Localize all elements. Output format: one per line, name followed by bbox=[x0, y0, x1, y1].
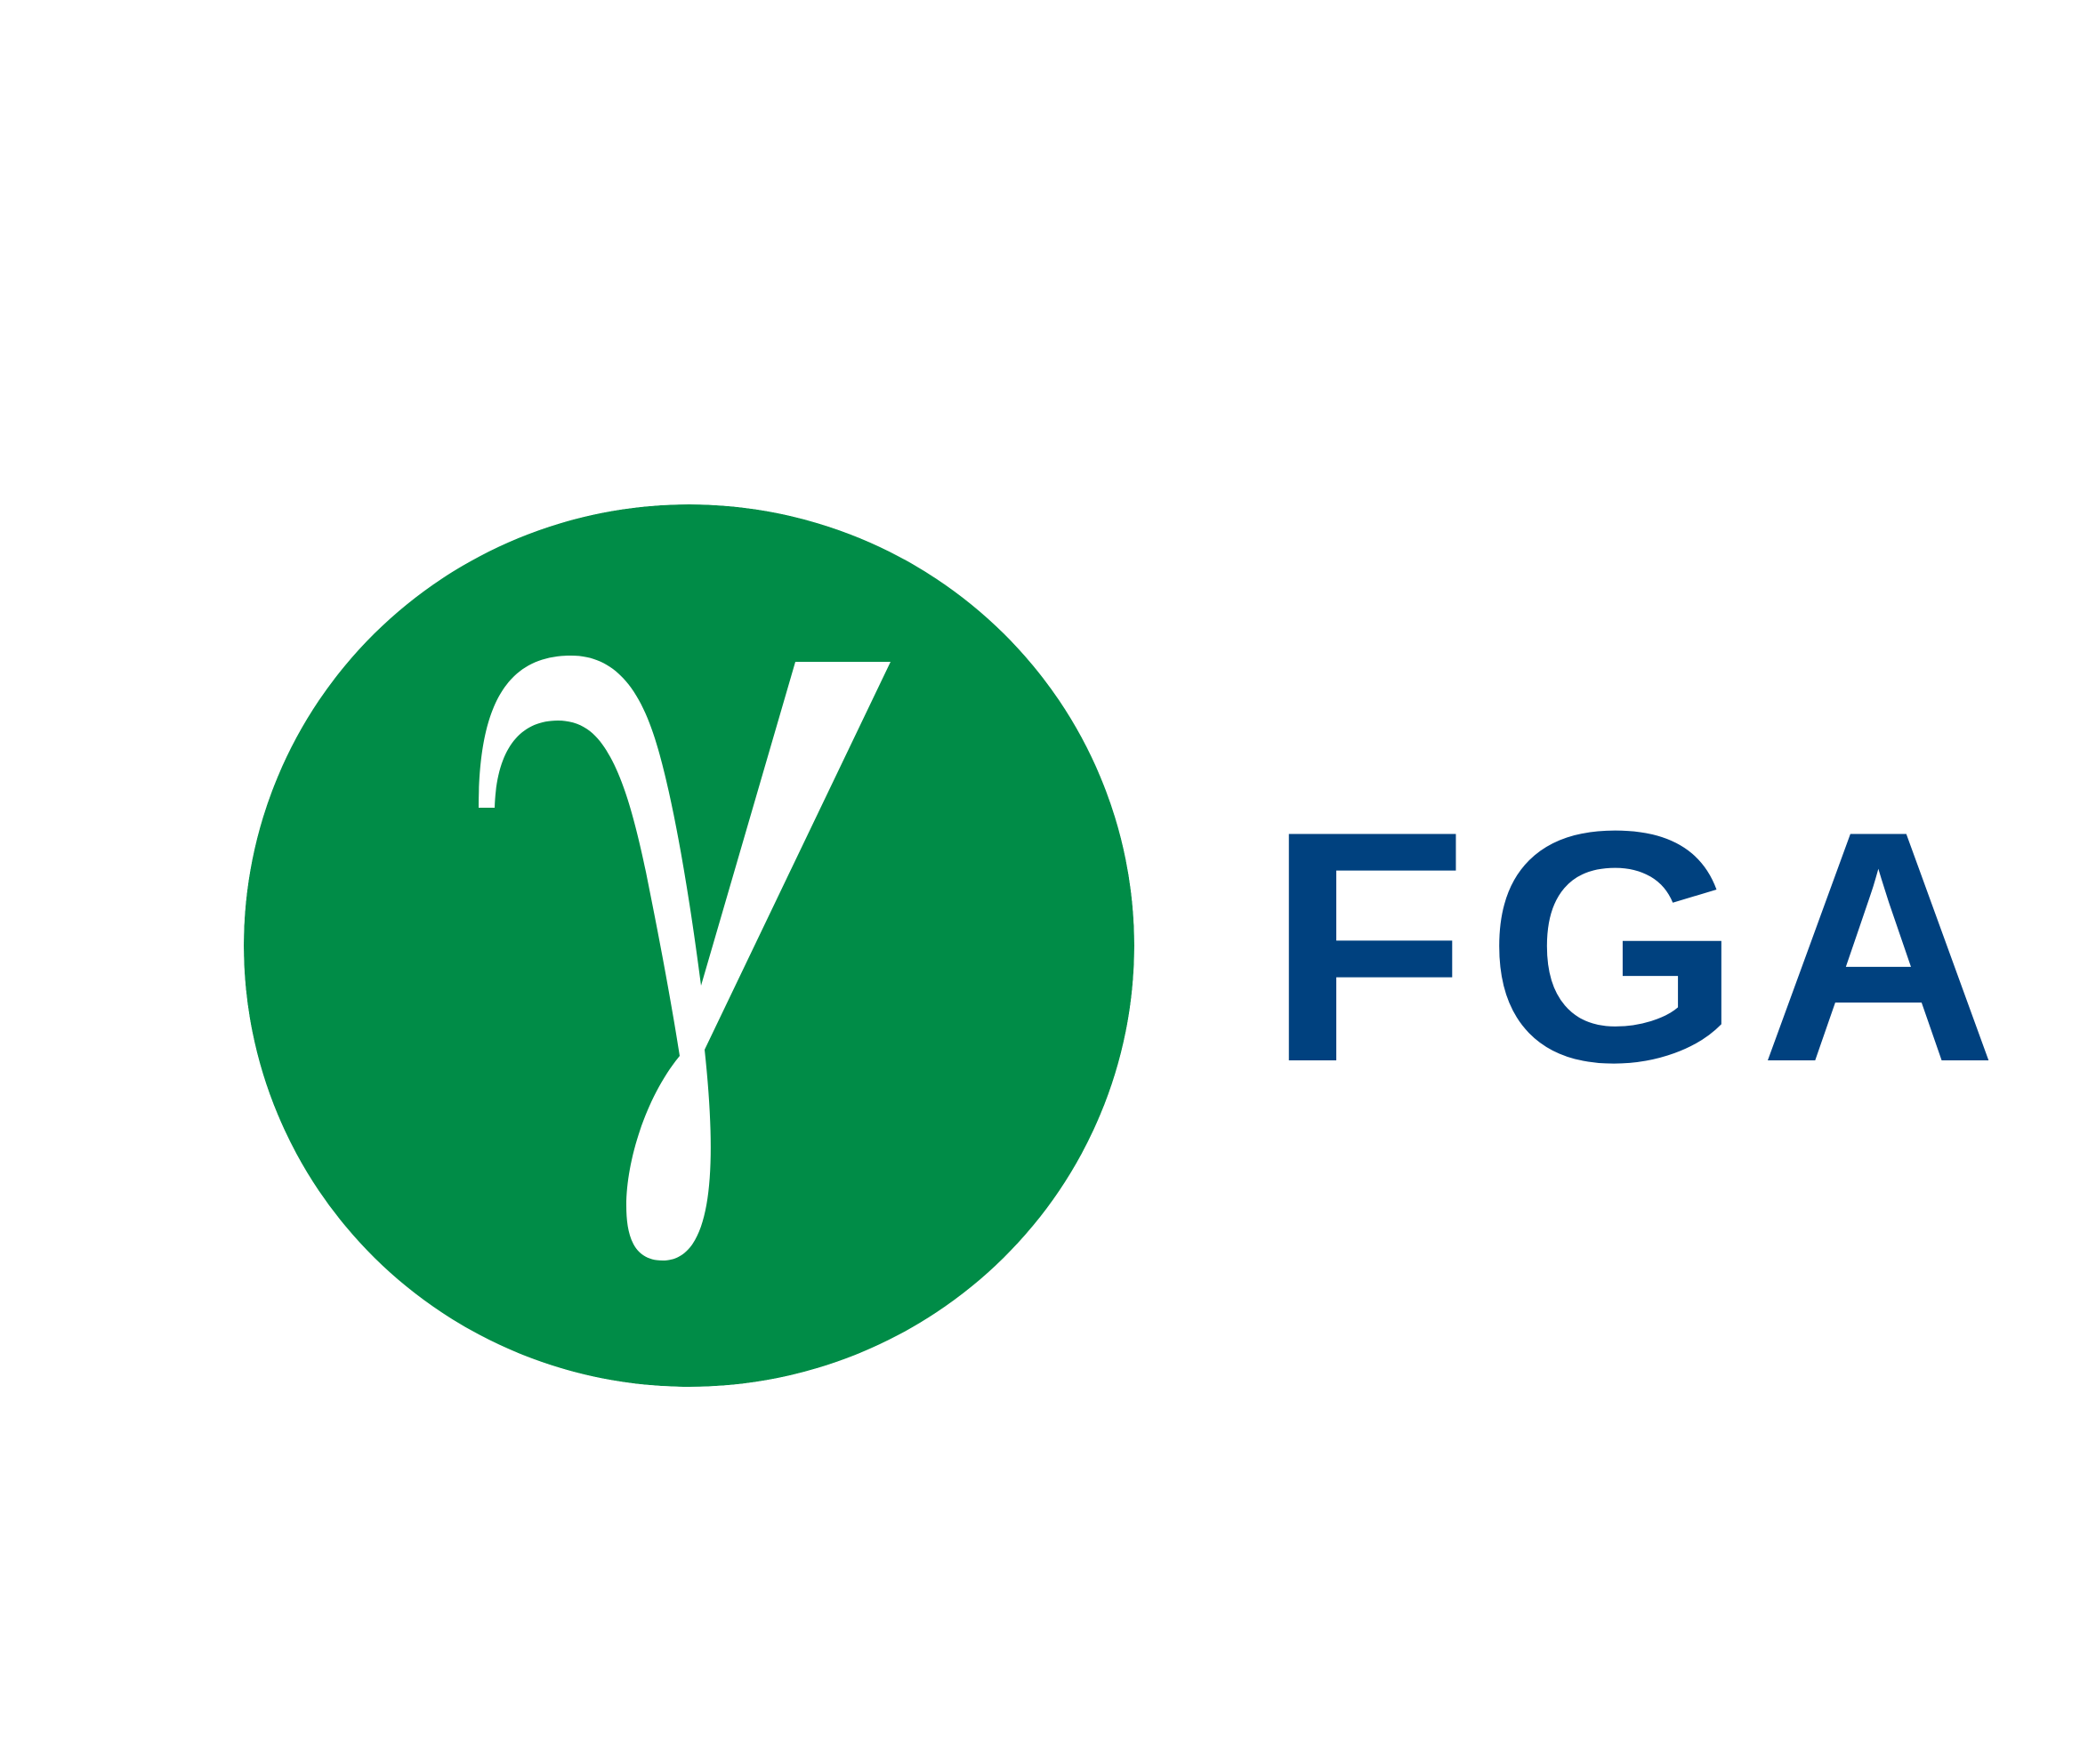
gamma-glyph bbox=[479, 656, 891, 1261]
brand-wordmark: FGA bbox=[1267, 763, 2016, 1131]
gamma-logo-mark bbox=[244, 504, 1134, 1387]
gamma-symbol-icon bbox=[244, 504, 1134, 1387]
